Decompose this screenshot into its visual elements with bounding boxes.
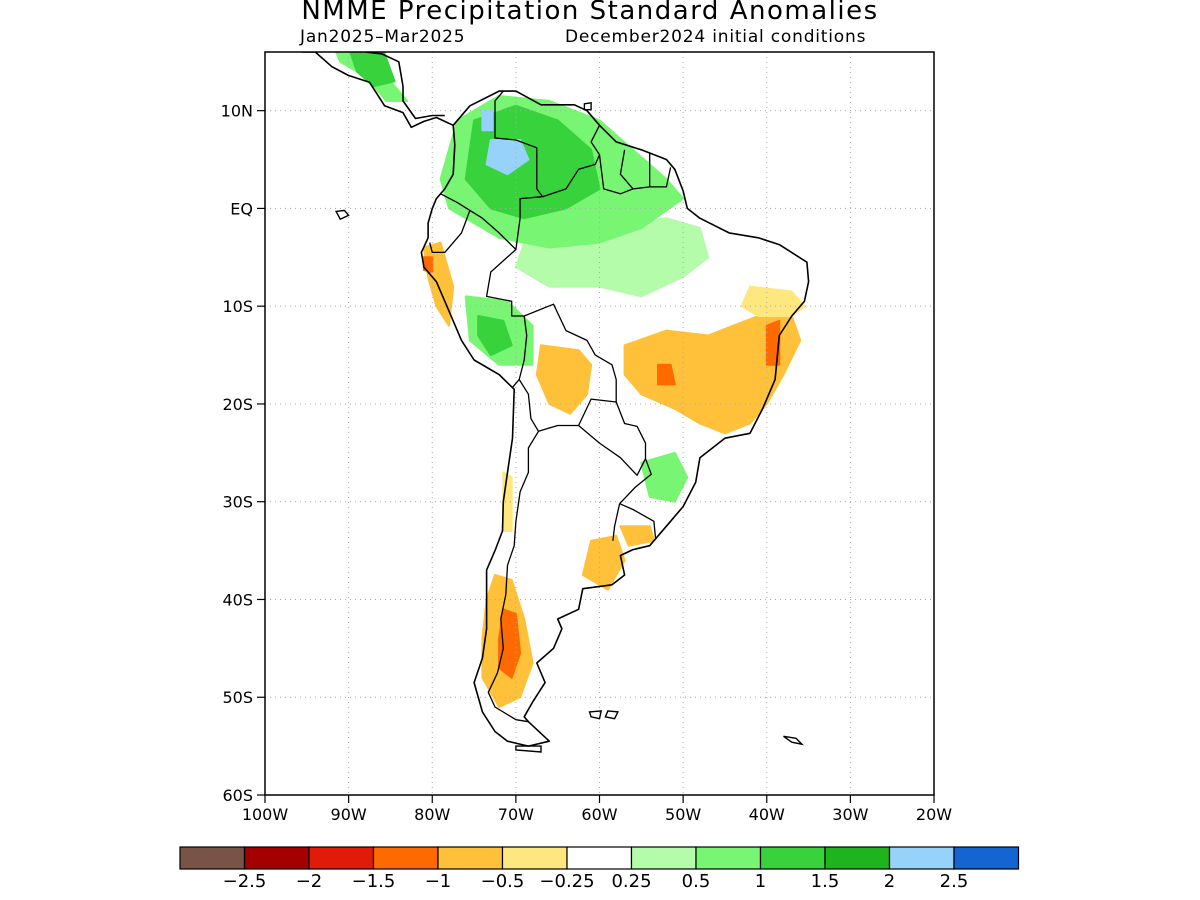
anomaly-darkorange-mato-grosso (657, 363, 676, 386)
border-paraguay-argentina (578, 425, 647, 476)
map-title: NMME Precipitation Standard Anomalies (301, 0, 879, 26)
latitude-axis: 10N EQ 10S 20S 30S 40S 50S 60S (221, 102, 265, 805)
border-bolivia-north (523, 303, 617, 380)
border-peru-brazil (485, 249, 525, 317)
colorbar-label: 1 (755, 871, 766, 892)
anomaly-darkgreen-central-america (349, 52, 396, 88)
island-tierra-del-fuego-small (515, 745, 542, 753)
lon-tick-label: 90W (331, 805, 367, 824)
anomaly-orange-bolivia (535, 344, 593, 415)
lat-tick-label: 60S (222, 786, 253, 805)
border-guyana-brazil (598, 154, 634, 195)
anomaly-blue-colombia-north (481, 109, 494, 132)
anomaly-orange-peru-coast (422, 241, 455, 327)
colorbar-swatch (243, 846, 310, 870)
border-peru-bolivia (518, 315, 528, 380)
border-argentina-brazil (619, 458, 652, 505)
coastlines (299, 0, 810, 753)
colorbar-label: 0.25 (611, 871, 651, 892)
border-ecuador-peru (429, 210, 471, 254)
colorbar-label: −0.25 (539, 871, 594, 892)
island-falklands-west (588, 710, 603, 720)
border-bolivia-paraguay (578, 379, 617, 426)
anomaly-orange-buenos-aires (581, 534, 626, 591)
border-uruguay-argentina (612, 503, 621, 541)
colorbar-label: −2 (296, 871, 323, 892)
anomaly-darkorange-patagonia (498, 608, 522, 679)
colorbar-swatch (630, 846, 697, 870)
colorbar-label: 0.5 (682, 871, 711, 892)
border-colombia-ecuador (440, 193, 471, 211)
colorbar-swatch (695, 846, 762, 870)
border-peru-chile (512, 379, 520, 388)
lat-tick-label: EQ (230, 199, 253, 218)
coast-yucatan (344, 0, 373, 47)
colorbar-label: −0.5 (481, 871, 525, 892)
colorbar-label: 2 (884, 871, 895, 892)
border-chile-argentina (487, 430, 540, 723)
border-uruguay (619, 503, 657, 538)
forecast-period: Jan2025–Mar2025 (300, 27, 466, 47)
lon-tick-label: 100W (242, 805, 289, 824)
coast-caribbean-coast (365, 52, 445, 120)
island-south-georgia (783, 735, 805, 746)
anomaly-darkgreen-peru (477, 315, 513, 357)
lat-tick-label: 20S (222, 395, 253, 414)
colorbar-swatch (437, 846, 504, 870)
lon-tick-label: 40W (749, 805, 785, 824)
lon-tick-label: 80W (414, 805, 450, 824)
border-colombia-venezuela (494, 90, 544, 198)
border-paraguay-brazil (615, 401, 647, 459)
anomaly-orange-east-brazil (623, 315, 802, 435)
anomaly-orange-uruguay (619, 525, 655, 547)
coast-south-america (420, 90, 810, 747)
lon-tick-label: 50W (665, 805, 701, 824)
anomaly-green-brazil-south (640, 451, 689, 503)
border-bolivia-chile (518, 379, 540, 432)
colorbar-swatch (824, 846, 891, 870)
colorbar-swatch (953, 846, 1020, 870)
colorbar-swatch (179, 846, 246, 870)
border-fg-brazil (649, 167, 672, 188)
lon-tick-label: 70W (498, 805, 534, 824)
colorbar-swatch (308, 846, 375, 870)
colorbar-swatch (566, 846, 633, 870)
colorbar-label: −2.5 (223, 871, 267, 892)
colorbar: −2.5 −2 −1.5 −1 −0.5 −0.25 0.25 0.5 1 1.5 2 2.5 (179, 846, 1020, 892)
island-falklands-east (604, 710, 619, 720)
island-trinidad (583, 101, 592, 111)
lon-tick-label: 30W (832, 805, 868, 824)
colorbar-swatch (888, 846, 955, 870)
lat-tick-label: 50S (222, 688, 253, 707)
anomaly-darkorange-bahia (765, 319, 781, 366)
island-galapagos (334, 209, 350, 221)
anomaly-darkgreen-north (464, 104, 601, 220)
anomaly-layer (335, 52, 806, 708)
lat-tick-label: 30S (222, 493, 253, 512)
border-venezuela-brazil (542, 125, 601, 198)
country-borders (429, 90, 672, 723)
colorbar-swatch (372, 846, 439, 870)
colorbar-label: 1.5 (811, 871, 840, 892)
lon-tick-label: 60W (581, 805, 617, 824)
colorbar-label: 2.5 (940, 871, 969, 892)
initial-conditions: December2024 initial conditions (565, 27, 867, 47)
lat-tick-label: 10N (221, 102, 253, 121)
longitude-axis: 100W 90W 80W 70W 60W 50W 40W 30W 20W (242, 795, 952, 824)
colorbar-swatch (501, 846, 568, 870)
lat-tick-label: 10S (222, 297, 253, 316)
colorbar-swatch (759, 846, 826, 870)
border-bolivia-argentina (538, 424, 579, 432)
coast-central-america (299, 52, 454, 129)
lat-tick-label: 40S (222, 590, 253, 609)
colorbar-label: −1.5 (352, 871, 396, 892)
lon-tick-label: 20W (916, 805, 952, 824)
colorbar-label: −1 (425, 871, 452, 892)
